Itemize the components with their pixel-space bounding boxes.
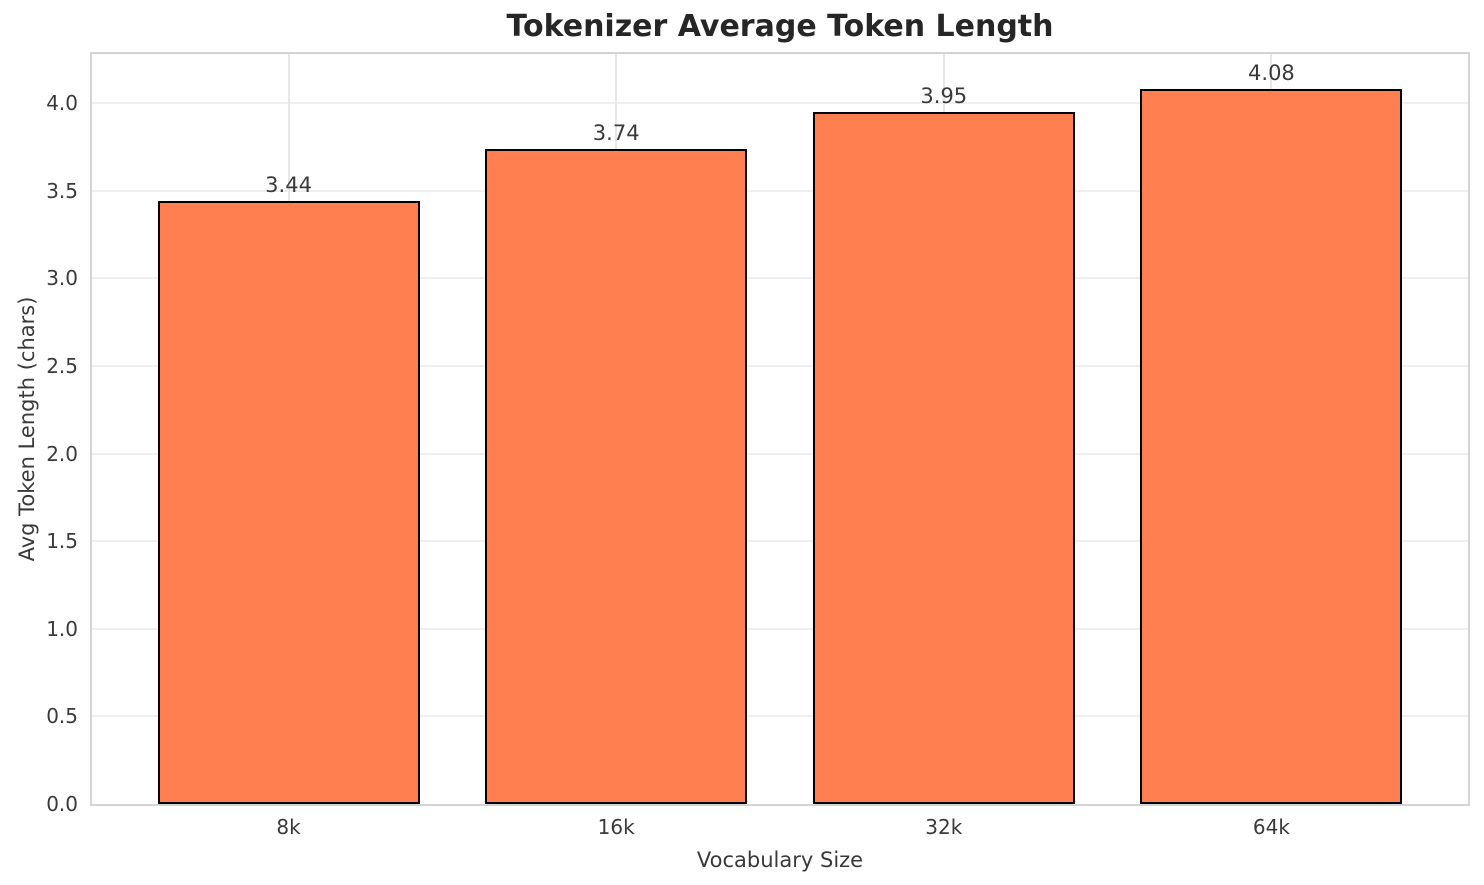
bar [485, 148, 748, 804]
bar-value-label: 3.74 [592, 120, 640, 145]
y-tick-label: 3.5 [46, 178, 78, 203]
y-tick-label: 1.5 [46, 529, 78, 554]
y-tick-label: 2.0 [46, 441, 78, 466]
plot-area: 3.44 3.74 3.95 4.08 [90, 52, 1470, 806]
gridline-horizontal [92, 189, 1468, 192]
y-tick-label: 1.0 [46, 616, 78, 641]
bar [1140, 89, 1403, 804]
y-tick-label: 4.0 [46, 91, 78, 116]
bar-value-label: 3.95 [920, 83, 968, 108]
gridline-horizontal [92, 102, 1468, 105]
gridline-horizontal [92, 452, 1468, 455]
y-tick-label: 0.5 [46, 704, 78, 729]
bar-value-label: 4.08 [1248, 61, 1295, 86]
bar [157, 201, 420, 804]
x-tick-label: 16k [597, 815, 635, 839]
chart-title: Tokenizer Average Token Length [506, 9, 1054, 44]
gridline-horizontal [92, 364, 1468, 367]
y-tick-label: 3.0 [46, 266, 78, 291]
x-tick-label: 32k [925, 815, 963, 839]
gridline-horizontal [92, 277, 1468, 280]
bar-value-label: 3.44 [265, 173, 312, 198]
y-tick-label: 2.5 [46, 353, 78, 378]
gridline-horizontal [92, 540, 1468, 543]
gridline-horizontal [92, 715, 1468, 718]
x-tick-label: 64k [1252, 815, 1290, 839]
bar [812, 111, 1075, 804]
y-tick-label: 0.0 [46, 792, 78, 816]
x-tick-label: 8k [276, 815, 301, 839]
y-axis-label: Avg Token Length (chars) [15, 296, 39, 562]
gridline-horizontal [92, 627, 1468, 630]
x-axis-label: Vocabulary Size [696, 848, 864, 872]
